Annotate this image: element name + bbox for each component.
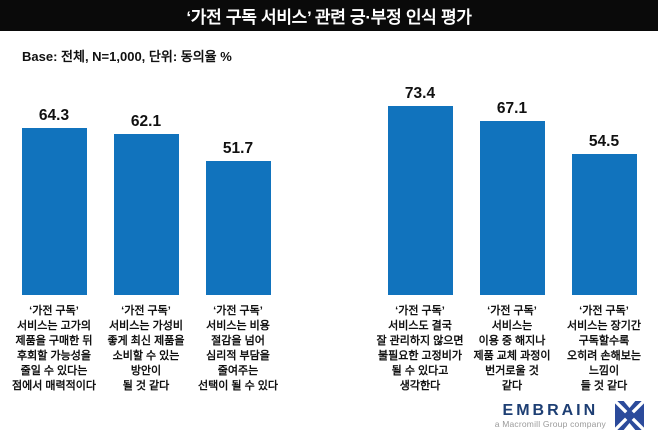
bar-area: 64.3 — [21, 85, 87, 295]
bar-column: 54.5 ‘가전 구독’ 서비스는 장기간 구독할수록 오히려 손해보는 느낌이… — [558, 85, 650, 394]
embrain-wordmark: EMBRAIN — [502, 402, 599, 419]
macromill-mark-icon — [615, 401, 644, 430]
bar-value-label: 51.7 — [222, 140, 254, 157]
bar-area: 62.1 — [113, 85, 179, 295]
bar-caption: ‘가전 구독’ 서비스는 이용 중 해지나 제품 교체 과정이 번거로울 것 같… — [473, 305, 551, 392]
bar — [479, 121, 545, 295]
bar-caption: ‘가전 구독’ 서비스는 고가의 제품을 구매한 뒤 후회할 가능성을 줄일 수… — [11, 305, 96, 392]
bar-area: 51.7 — [205, 85, 271, 295]
base-note: Base: 전체, N=1,000, 단위: 동의율 % — [22, 49, 232, 64]
bar-caption: ‘가전 구독’ 서비스도 결국 잘 관리하지 않으면 불필요한 고정비가 될 수… — [376, 305, 464, 392]
bar-area: 73.4 — [387, 85, 453, 295]
bar — [205, 161, 271, 295]
bar-value-label: 62.1 — [130, 113, 162, 130]
bar-value-label: 73.4 — [404, 85, 436, 102]
bar — [21, 128, 87, 295]
bar-value-label: 64.3 — [38, 107, 70, 124]
bar-area: 67.1 — [479, 85, 545, 295]
bar-column: 64.3 ‘가전 구독’ 서비스는 고가의 제품을 구매한 뒤 후회할 가능성을… — [8, 85, 100, 394]
bar-value-label: 67.1 — [496, 100, 528, 117]
bar-value-label: 54.5 — [588, 133, 620, 150]
bar-column: 62.1 ‘가전 구독’ 서비스는 가성비 좋게 최신 제품을 소비할 수 있는… — [100, 85, 192, 394]
bar-chart: 64.3 ‘가전 구독’ 서비스는 고가의 제품을 구매한 뒤 후회할 가능성을… — [8, 85, 650, 394]
brand-logo: EMBRAIN a Macromill Group company — [495, 401, 644, 430]
bar-caption: ‘가전 구독’ 서비스는 비용 절감을 넘어 심리적 부담을 줄여주는 선택이 … — [197, 305, 278, 392]
page-title: ‘가전 구독 서비스’ 관련 긍·부정 인식 평가 — [186, 8, 472, 27]
bar-caption: ‘가전 구독’ 서비스는 장기간 구독할수록 오히려 손해보는 느낌이 들 것 … — [567, 305, 641, 392]
bar — [571, 154, 637, 295]
bar-area: 54.5 — [571, 85, 637, 295]
brand-tagline: a Macromill Group company — [494, 419, 606, 429]
bar-caption: ‘가전 구독’ 서비스는 가성비 좋게 최신 제품을 소비할 수 있는 방안이 … — [107, 305, 185, 392]
bar-column: 67.1 ‘가전 구독’ 서비스는 이용 중 해지나 제품 교체 과정이 번거로… — [466, 85, 558, 394]
brand-text: EMBRAIN a Macromill Group company — [495, 402, 606, 429]
bar — [113, 134, 179, 295]
bar-column: 73.4 ‘가전 구독’ 서비스도 결국 잘 관리하지 않으면 불필요한 고정비… — [374, 85, 466, 394]
bar-group-negative: 73.4 ‘가전 구독’ 서비스도 결국 잘 관리하지 않으면 불필요한 고정비… — [374, 85, 650, 394]
title-bar: ‘가전 구독 서비스’ 관련 긍·부정 인식 평가 — [0, 0, 658, 31]
bar — [387, 106, 453, 295]
bar-column: 51.7 ‘가전 구독’ 서비스는 비용 절감을 넘어 심리적 부담을 줄여주는… — [192, 85, 284, 394]
bar-group-positive: 64.3 ‘가전 구독’ 서비스는 고가의 제품을 구매한 뒤 후회할 가능성을… — [8, 85, 284, 394]
